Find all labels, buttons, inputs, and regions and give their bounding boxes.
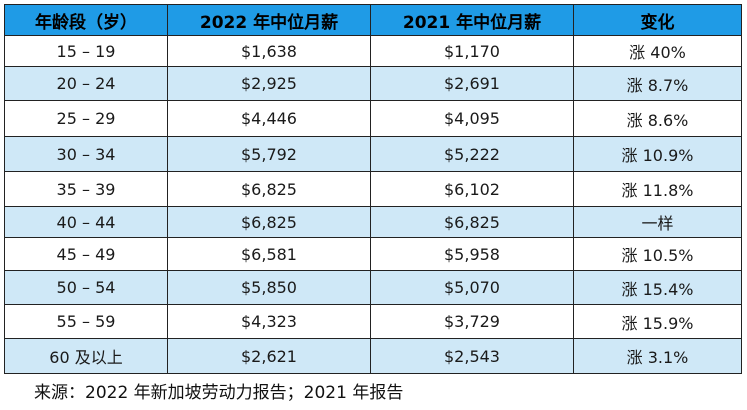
table-row: 35 – 39 $6,825 $6,102 涨 11.8% xyxy=(4,171,742,207)
table-row: 30 – 34 $5,792 $5,222 涨 10.9% xyxy=(4,136,742,172)
cell-age: 40 – 44 xyxy=(4,206,168,238)
cell-change: 涨 15.9% xyxy=(573,304,742,339)
cell-2022: $2,925 xyxy=(167,66,371,101)
table-row: 60 及以上 $2,621 $2,543 涨 3.1% xyxy=(4,338,742,374)
cell-change: 涨 15.4% xyxy=(573,270,742,305)
cell-age: 55 – 59 xyxy=(4,304,168,339)
cell-change: 一样 xyxy=(573,206,742,238)
cell-2022: $5,792 xyxy=(167,136,371,172)
cell-2022: $6,825 xyxy=(167,171,371,207)
table-row: 40 – 44 $6,825 $6,825 一样 xyxy=(4,206,742,238)
header-age: 年龄段（岁） xyxy=(4,4,168,36)
cell-change: 涨 11.8% xyxy=(573,171,742,207)
header-row: 年龄段（岁） 2022 年中位月薪 2021 年中位月薪 变化 xyxy=(4,4,742,36)
cell-2022: $4,323 xyxy=(167,304,371,339)
source-note: 来源：2022 年新加坡劳动力报告；2021 年报告 xyxy=(34,383,404,403)
cell-2021: $2,691 xyxy=(370,66,574,101)
table-row: 50 – 54 $5,850 $5,070 涨 15.4% xyxy=(4,270,742,305)
cell-2021: $4,095 xyxy=(370,100,574,137)
cell-change: 涨 8.7% xyxy=(573,66,742,101)
cell-age: 60 及以上 xyxy=(4,338,168,374)
cell-age: 30 – 34 xyxy=(4,136,168,172)
cell-2022: $5,850 xyxy=(167,270,371,305)
cell-change: 涨 3.1% xyxy=(573,338,742,374)
cell-change: 涨 8.6% xyxy=(573,100,742,137)
header-2022: 2022 年中位月薪 xyxy=(167,4,371,36)
cell-change: 涨 10.5% xyxy=(573,237,742,271)
cell-age: 25 – 29 xyxy=(4,100,168,137)
cell-age: 45 – 49 xyxy=(4,237,168,271)
cell-2021: $1,170 xyxy=(370,35,574,67)
cell-change: 涨 10.9% xyxy=(573,136,742,172)
cell-2021: $5,958 xyxy=(370,237,574,271)
cell-2021: $3,729 xyxy=(370,304,574,339)
table-row: 55 – 59 $4,323 $3,729 涨 15.9% xyxy=(4,304,742,339)
cell-2022: $4,446 xyxy=(167,100,371,137)
cell-2021: $2,543 xyxy=(370,338,574,374)
table-row: 15 – 19 $1,638 $1,170 涨 40% xyxy=(4,35,742,67)
header-change: 变化 xyxy=(573,4,742,36)
cell-age: 50 – 54 xyxy=(4,270,168,305)
table-row: 25 – 29 $4,446 $4,095 涨 8.6% xyxy=(4,100,742,137)
table-row: 45 – 49 $6,581 $5,958 涨 10.5% xyxy=(4,237,742,271)
cell-2021: $6,102 xyxy=(370,171,574,207)
cell-2021: $5,222 xyxy=(370,136,574,172)
cell-age: 20 – 24 xyxy=(4,66,168,101)
cell-age: 35 – 39 xyxy=(4,171,168,207)
table-row: 20 – 24 $2,925 $2,691 涨 8.7% xyxy=(4,66,742,101)
cell-2022: $1,638 xyxy=(167,35,371,67)
cell-2022: $2,621 xyxy=(167,338,371,374)
salary-table: 年龄段（岁） 2022 年中位月薪 2021 年中位月薪 变化 15 – 19 $… xyxy=(4,4,742,374)
cell-2022: $6,581 xyxy=(167,237,371,271)
header-2021: 2021 年中位月薪 xyxy=(370,4,574,36)
cell-2022: $6,825 xyxy=(167,206,371,238)
cell-change: 涨 40% xyxy=(573,35,742,67)
cell-age: 15 – 19 xyxy=(4,35,168,67)
cell-2021: $6,825 xyxy=(370,206,574,238)
cell-2021: $5,070 xyxy=(370,270,574,305)
